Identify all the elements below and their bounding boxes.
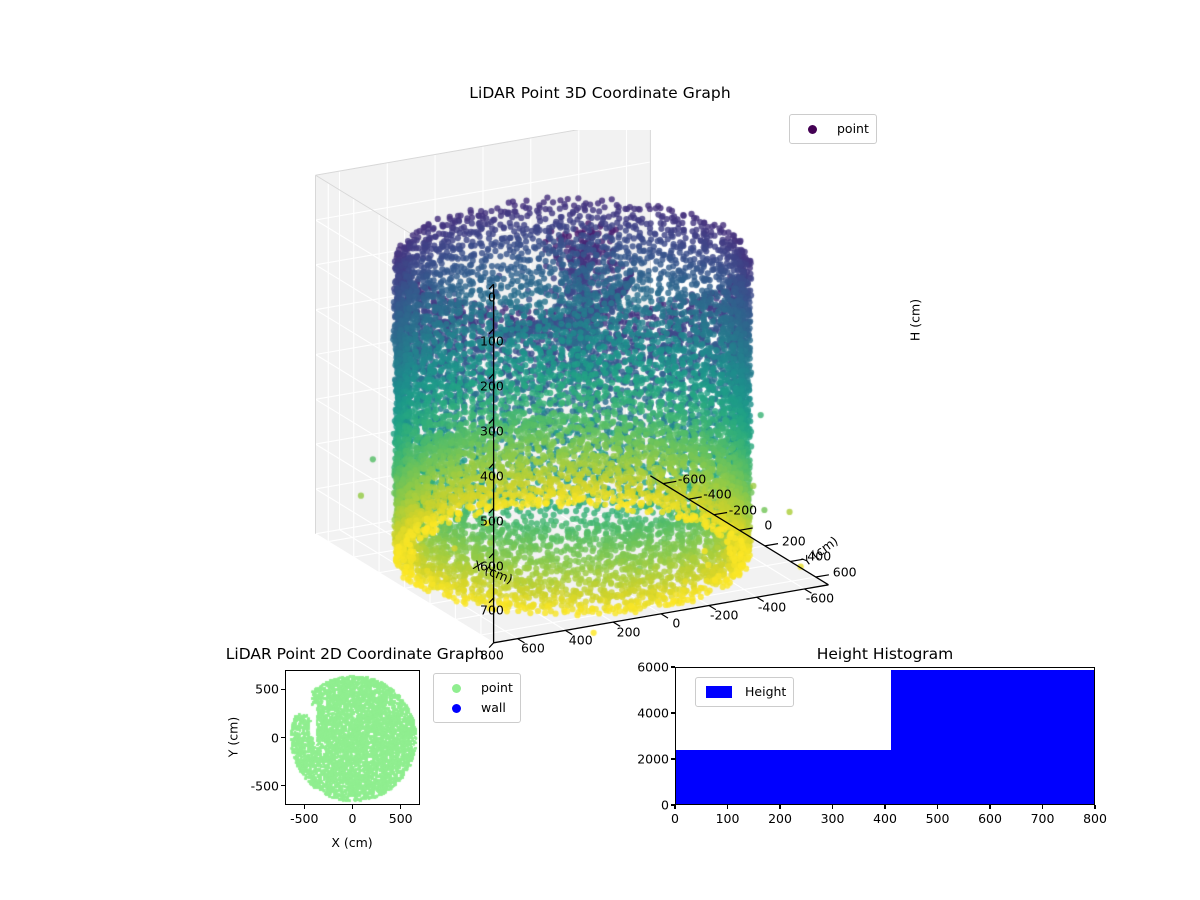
histogram-ytickmark [671,666,675,668]
histogram-ytickmark [671,712,675,714]
plot3d-ztick-400: 400 [480,468,504,484]
histogram-xtickmark [936,805,939,809]
legend-item-wall[interactable]: wall [441,698,513,718]
plot2d-xtickmark [400,805,402,809]
plot3d-axis-spines [488,283,829,649]
histogram-xtickmark [779,805,781,809]
histogram-bar-0[interactable] [676,749,892,804]
legend-item-point[interactable]: point [441,678,513,698]
plot3d-xtick--600: -600 [677,471,707,487]
histogram-xtick-300: 300 [820,811,845,826]
plot3d-ztick-800: 800 [480,647,504,663]
histogram-ytickmark [671,804,675,806]
histogram-xtick-500: 500 [925,811,950,826]
plot3d-legend: point [789,114,877,144]
histogram-xtickmark [1094,805,1096,809]
plot3d-title: LiDAR Point 3D Coordinate Graph [469,84,731,102]
histogram-xtick-100: 100 [715,811,740,826]
plot2d-ytickmark [281,688,285,690]
histogram-xtickmark [674,805,676,809]
plot3d-xtick--200: -200 [728,502,758,518]
histogram-legend: Height [695,677,795,707]
plot3d-xtick-0: 0 [764,517,773,533]
plot3d-ytick-200: 200 [616,624,641,639]
plot2d-point-cloud [286,671,419,804]
histogram-bar-1[interactable] [891,669,1094,804]
wall-marker-icon [441,703,471,713]
plot3d-point-cloud [300,130,920,650]
histogram-xtickmark [831,805,834,809]
plot3d-zlabel: H (cm) [907,298,923,342]
histogram-xtickmark [884,805,886,809]
plot3d-ytick--200: -200 [710,607,739,623]
histogram-xtickmark [1041,805,1044,809]
legend-item-height[interactable]: Height [703,682,786,702]
plot3d-ytick-400: 400 [568,632,593,648]
histogram-xtick-700: 700 [1030,811,1055,826]
histogram-xtickmark [726,805,729,809]
plot3d-xtick--400: -400 [703,486,732,502]
plot3d-ytick-600: 600 [520,640,545,656]
plot3d-ytick--400: -400 [757,599,787,615]
plot3d-ztick-300: 300 [480,423,504,439]
plot2d-title: LiDAR Point 2D Coordinate Graph [225,645,485,663]
histogram-xtick-200: 200 [768,811,792,826]
point-marker-icon [441,683,471,693]
plot3d-ytick-0: 0 [672,615,681,631]
plot2d-axes[interactable] [285,670,420,805]
plot3d-ztick-500: 500 [480,513,504,529]
point-marker-icon [797,124,827,134]
plot2d-legend: point wall [433,673,521,723]
legend-label: Height [745,684,787,699]
plot2d-container: LiDAR Point 2D Coordinate Graph 500 0 -500… [205,645,535,870]
histogram-ytick-2000: 2000 [637,751,669,767]
plot3d-ytick--600: -600 [805,590,835,606]
histogram-ytickmark [671,758,675,760]
histogram-xtick-800: 800 [1083,811,1107,826]
plot2d-xtickmark [303,805,305,809]
plot2d-ytick--500: -500 [250,778,279,794]
histogram-xtickmark [989,805,991,809]
legend-label: wall [481,700,506,715]
histogram-xtick-600: 600 [978,811,1002,826]
histogram-ytick-6000: 6000 [637,659,669,675]
plot2d-ytickmark [281,736,285,739]
plot2d-ytick-0: 0 [271,730,279,745]
legend-label: point [481,680,513,695]
plot3d-xtick-600: 600 [832,564,857,580]
plot2d-xtickmark [351,805,354,809]
plot2d-xtick--500: -500 [290,811,319,826]
histogram-ytick-4000: 4000 [637,705,669,721]
legend-label: point [837,121,869,136]
histogram-ytick-0: 0 [661,797,669,813]
plot2d-ytick-500: 500 [255,681,279,697]
plot3d-ztick-700: 700 [480,602,504,618]
plot3d-xtick-400: 400 [807,548,832,564]
plot2d-xtick-0: 0 [348,811,357,826]
plot3d-ztick-200: 200 [480,378,504,394]
plot3d-axes[interactable]: -600 -400 -200 0 200 400 600 -600 -400 -200 0 200 40… [300,130,923,663]
plot3d-ztick-100: 100 [480,333,504,349]
plot3d-ztick-600: 600 [480,558,504,574]
plot2d-ytickmark [281,785,285,787]
plot3d-ztick-0: 0 [487,289,496,305]
legend-item-point[interactable]: point [797,119,869,139]
height-bar-icon [703,686,735,698]
histogram-container: Height Histogram 0 2000 4000 6000 0 100 200 300… [620,645,1107,845]
plot2d-xlabel: X (cm) [331,835,373,850]
plot2d-xtick-500: 500 [388,811,413,826]
plot3d-xtick-200: 200 [781,533,806,549]
plot2d-ylabel: Y (cm) [225,716,241,758]
histogram-title: Height Histogram [816,645,954,663]
histogram-xtick-0: 0 [671,811,679,826]
histogram-xtick-400: 400 [873,811,897,826]
